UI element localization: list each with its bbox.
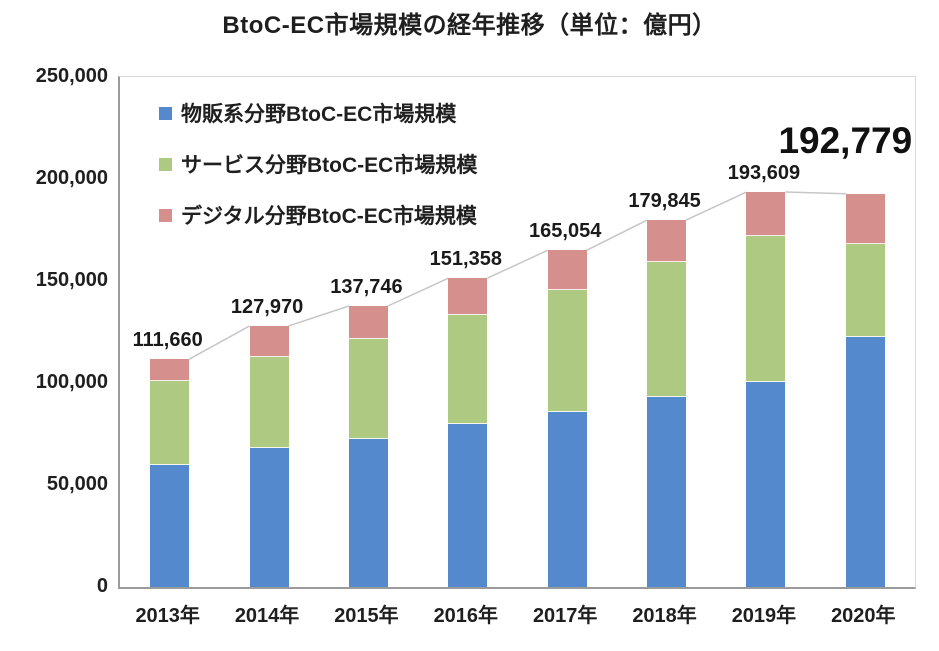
bar-segment [348, 339, 388, 440]
bar-segment [150, 380, 190, 465]
total-label-2016年: 151,358 [429, 248, 502, 271]
bar-segment [249, 356, 289, 449]
y-tick-label: 100,000 [35, 371, 108, 393]
x-tick-label: 2015年 [334, 605, 399, 627]
bar-segment [150, 359, 190, 381]
total-label-2013年: 111,660 [132, 329, 203, 352]
stacked-bar-2018年 [647, 220, 687, 587]
bar-segment [845, 243, 885, 338]
bar-segment [845, 337, 885, 587]
bar-segment [249, 325, 289, 357]
total-label-2017年: 165,054 [529, 220, 602, 243]
total-label-2019年: 193,609 [727, 162, 801, 185]
x-tick-label: 2013年 [135, 605, 200, 627]
legend: 物販系分野BtoC-EC市場規模 サービス分野BtoC-EC市場規模 デジタル分野B… [159, 101, 477, 254]
legend-swatch-icon [159, 106, 172, 120]
bar-segment [448, 278, 488, 315]
bar-segment [547, 250, 587, 291]
x-tick-label: 2017年 [532, 605, 598, 627]
total-label-2015年: 137,746 [330, 275, 403, 298]
bar-segment [348, 306, 388, 340]
x-tick-label: 2019年 [731, 605, 797, 627]
stacked-bar-2016年 [448, 278, 488, 587]
total-label-2014年: 127,970 [230, 295, 304, 318]
bar-segment [647, 397, 687, 587]
legend-item: デジタル分野BtoC-EC市場規模 [159, 203, 477, 228]
stacked-bar-2013年 [150, 359, 190, 587]
bar-segment [448, 423, 488, 587]
bar-segment [547, 411, 587, 587]
x-tick-label: 2020年 [831, 605, 896, 627]
bar-segment [150, 464, 190, 587]
x-tick-label: 2016年 [433, 605, 499, 627]
stacked-bar-2020年 [845, 193, 885, 587]
y-tick-label: 50,000 [46, 473, 108, 495]
x-tick-label: 2018年 [632, 605, 697, 627]
chart-title: BtoC-EC市場規模の経年推移（単位：億円） [222, 12, 717, 39]
legend-item: サービス分野BtoC-EC市場規模 [159, 152, 478, 177]
total-label-2018年: 179,845 [628, 190, 701, 213]
bar-segment [746, 192, 786, 236]
y-tick-label: 0 [96, 575, 108, 597]
legend-label: デジタル分野BtoC-EC市場規模 [181, 205, 477, 228]
legend-label: 物販系分野BtoC-EC市場規模 [181, 103, 457, 126]
bar-segment [647, 261, 687, 398]
legend-swatch-icon [159, 208, 172, 222]
y-tick-label: 250,000 [35, 65, 108, 87]
legend-swatch-icon [159, 157, 172, 171]
y-tick-label: 200,000 [35, 167, 108, 189]
bar-segment [845, 193, 885, 244]
bar-segment [647, 220, 687, 262]
stacked-bar-2015年 [348, 306, 388, 587]
x-tick-label: 2014年 [234, 605, 300, 627]
bar-segment [746, 235, 786, 382]
legend-item: 物販系分野BtoC-EC市場規模 [159, 101, 477, 126]
total-label-2020年: 192,779 [778, 119, 913, 161]
bar-segment [547, 290, 587, 412]
bar-segment [348, 439, 388, 587]
plot-area: 物販系分野BtoC-EC市場規模 サービス分野BtoC-EC市場規模 デジタル分野B… [118, 76, 916, 589]
bar-segment [249, 448, 289, 587]
bar-segment [448, 314, 488, 424]
stacked-bar-2014年 [249, 325, 289, 587]
bar-segment [746, 381, 786, 587]
legend-label: サービス分野BtoC-EC市場規模 [181, 154, 478, 177]
stacked-bar-2019年 [746, 192, 786, 587]
stacked-bar-2017年 [547, 250, 587, 587]
y-tick-label: 150,000 [35, 269, 108, 291]
